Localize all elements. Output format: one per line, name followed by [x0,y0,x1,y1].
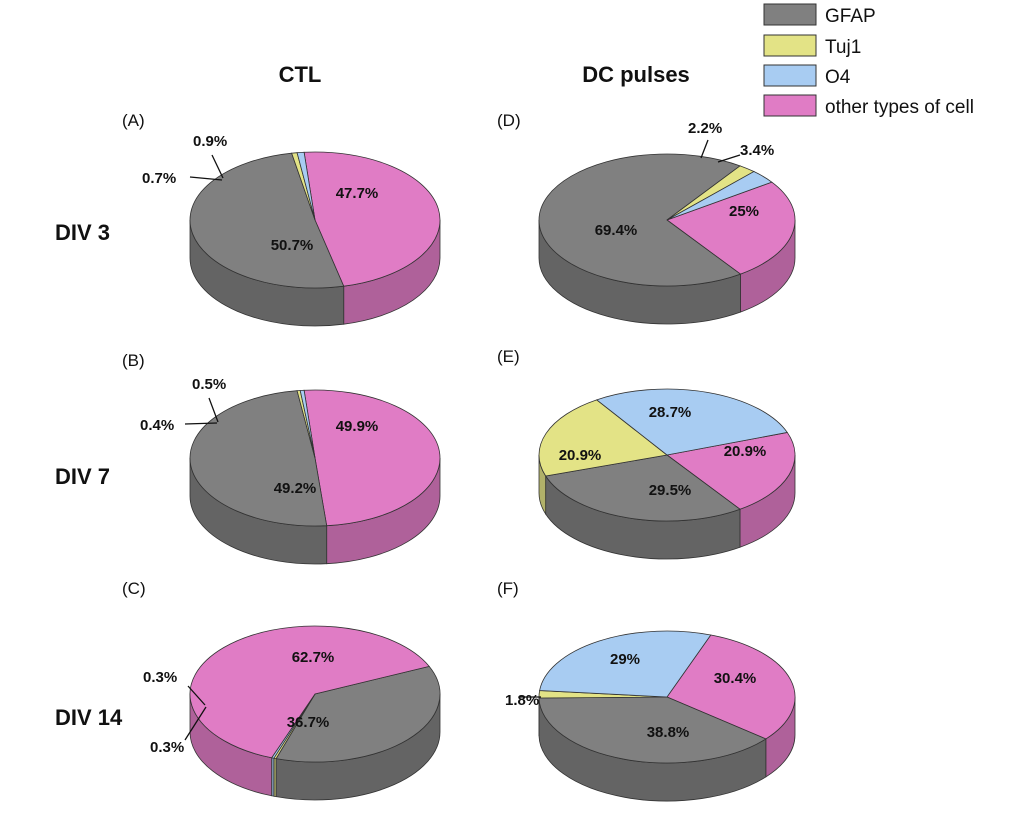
pie-slice-o4 [539,630,712,698]
callout-line [187,685,206,706]
panel-label-b: (B) [122,351,145,370]
data-label-gfap: 38.8% [647,724,690,741]
data-label-o4: 28.7% [649,404,692,421]
pie-chart-c: 36.7% 0.3% 0.3% 62.7% [143,625,441,801]
pie-slice-gfap [538,153,742,287]
legend-label-other: other types of cell [825,97,974,118]
row-header-div7: DIV 7 [55,464,110,489]
callout-line [211,154,224,179]
pie-slice-gfap [189,152,345,289]
pie-slice-other-types-of-cell [666,431,796,510]
data-label-gfap: 49.2% [274,480,317,497]
data-label-other-types-of-cell: 47.7% [336,185,379,202]
callout-line [189,176,223,181]
data-label-tuj1: 0.7% [142,170,176,187]
legend-label-o4: O4 [825,67,851,88]
data-label-other-types-of-cell: 30.4% [714,670,757,687]
pie-slice-other-types-of-cell [666,634,796,740]
data-label-gfap: 29.5% [649,482,692,499]
column-header-ctl: CTL [279,62,322,87]
data-label-o4: 0.9% [193,133,227,150]
pie-slice-gfap [538,696,767,764]
data-label-o4: 0.3% [150,739,184,756]
data-label-tuj1: 1.8% [505,692,539,709]
callout-line [700,139,709,159]
row-header-div3: DIV 3 [55,220,110,245]
data-label-tuj1: 0.4% [140,417,174,434]
data-label-other-types-of-cell: 62.7% [292,649,335,666]
data-label-o4: 3.4% [740,142,774,159]
pie-slice-o4 [595,388,788,456]
pie-slice-o4 [299,389,316,459]
data-label-gfap: 36.7% [287,714,330,731]
pie-chart-a: 50.7% 0.7% 0.9% 47.7% [142,133,441,327]
pie-chart-d: 69.4% 2.2% 3.4% 25% [538,120,796,325]
pie-slice-tuj1 [538,399,668,477]
data-label-o4: 29% [610,651,640,668]
pie-slice-gfap [544,454,741,522]
legend-swatch-tuj1 [763,34,817,57]
pie-chart-b: 49.2% 0.4% 0.5% 49.9% [140,376,441,565]
data-label-tuj1: 0.3% [143,669,177,686]
pie-slice-o4 [666,171,773,221]
data-label-tuj1: 2.2% [688,120,722,137]
callout-line [184,422,218,425]
panel-label-d: (D) [497,111,521,130]
callout-line [184,706,207,741]
pie-slice-other-types-of-cell [666,181,796,275]
column-header-dc-pulses: DC pulses [582,62,690,87]
pie-slice-other-types-of-cell [303,389,441,527]
pie-slice-gfap [189,390,328,527]
data-label-o4: 0.5% [192,376,226,393]
data-label-gfap: 69.4% [595,222,638,239]
legend-swatch-o4 [763,64,817,87]
legend-label-gfap: GFAP [825,6,876,27]
pie-chart-e: 29.5% 20.9% 28.7% 20.9% [538,388,796,560]
panel-label-a: (A) [122,111,145,130]
data-label-other-types-of-cell: 20.9% [724,443,767,460]
pie-chart-f: 38.8% 1.8% 29% 30.4% [505,630,796,802]
data-label-tuj1: 20.9% [559,447,602,464]
pie-slice-gfap [275,665,441,763]
panel-label-e: (E) [497,347,520,366]
data-label-gfap: 50.7% [271,237,314,254]
pie-slice-o4 [296,151,316,221]
data-label-other-types-of-cell: 25% [729,203,759,220]
legend: GFAP Tuj1 O4 other types of cell [763,3,974,118]
pie-slice-other-types-of-cell [189,625,430,759]
data-label-other-types-of-cell: 49.9% [336,418,379,435]
legend-label-tuj1: Tuj1 [825,37,861,58]
callout-line [717,154,741,163]
panel-label-f: (F) [497,579,519,598]
legend-swatch-gfap [763,3,817,26]
panel-label-c: (C) [122,579,146,598]
callout-line [208,397,219,423]
legend-swatch-other [763,94,817,117]
pie-slice-other-types-of-cell [303,151,441,287]
row-header-div14: DIV 14 [55,705,123,730]
